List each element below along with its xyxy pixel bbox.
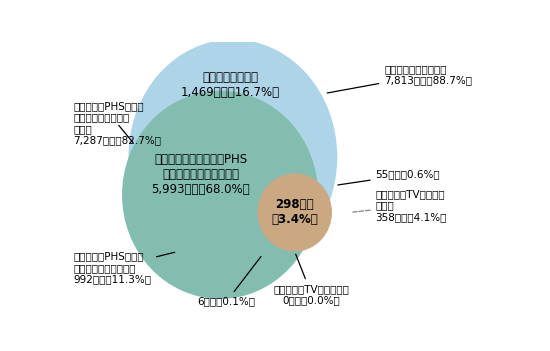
Text: パソコンからの利用者
7,813万人（88.7%）: パソコンからの利用者 7,813万人（88.7%）: [327, 64, 472, 93]
Text: パソコンからのみ
1,469万人（16.7%）: パソコンからのみ 1,469万人（16.7%）: [181, 71, 280, 99]
Text: ゲーム機・TV等からのみ
0万人（0.0%）: ゲーム機・TV等からのみ 0万人（0.0%）: [274, 254, 350, 306]
Text: 携帯電話・PHSおよび
携帯情報端末からのみ
992万人（11.3%）: 携帯電話・PHSおよび 携帯情報端末からのみ 992万人（11.3%）: [73, 251, 175, 284]
Text: ゲーム機・TV等からの
利用者
358万人（4.1%）: ゲーム機・TV等からの 利用者 358万人（4.1%）: [353, 189, 447, 222]
Ellipse shape: [257, 173, 332, 252]
Ellipse shape: [122, 91, 318, 299]
Text: 6万人（0.1%）: 6万人（0.1%）: [197, 257, 261, 306]
Text: パソコン、携帯電話・PHS
および携帯情報端末併用
5,993万人（68.0%）: パソコン、携帯電話・PHS および携帯情報端末併用 5,993万人（68.0%）: [152, 153, 250, 196]
Text: 携帯電話・PHSおよび
携帯情報端末からの
利用者
7,287万人（82.7%）: 携帯電話・PHSおよび 携帯情報端末からの 利用者 7,287万人（82.7%）: [73, 101, 161, 146]
Text: 55万人（0.6%）: 55万人（0.6%）: [338, 170, 440, 185]
Ellipse shape: [129, 39, 337, 274]
Text: 298万人
（3.4%）: 298万人 （3.4%）: [271, 198, 318, 226]
